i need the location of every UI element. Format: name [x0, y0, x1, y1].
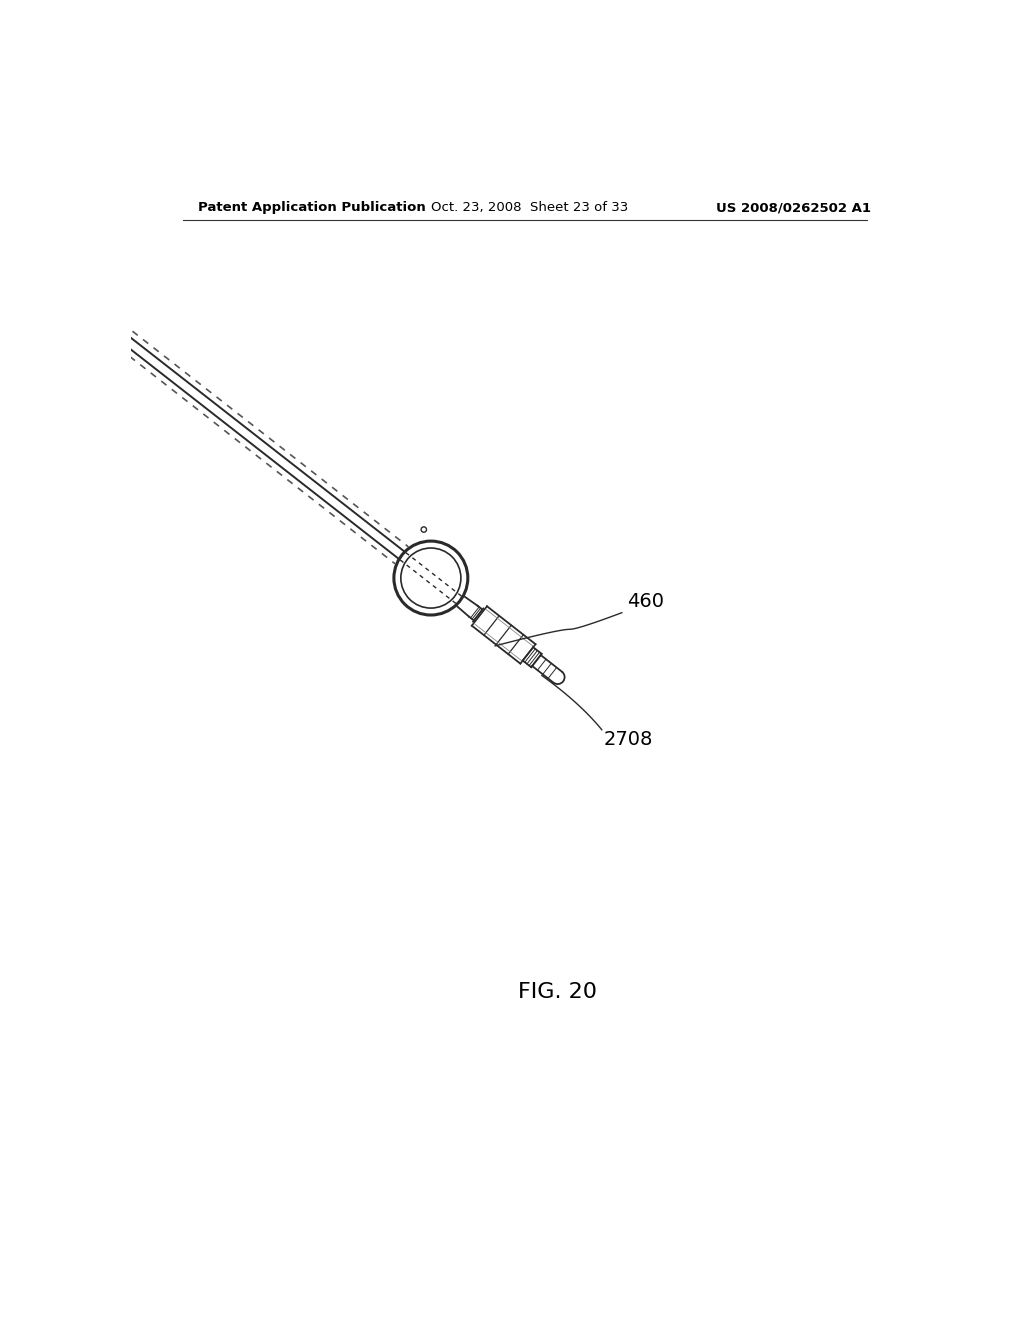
Text: FIG. 20: FIG. 20	[518, 982, 597, 1002]
Text: 460: 460	[628, 591, 665, 611]
Text: Oct. 23, 2008  Sheet 23 of 33: Oct. 23, 2008 Sheet 23 of 33	[431, 201, 628, 214]
Text: 2708: 2708	[604, 730, 653, 750]
Text: Patent Application Publication: Patent Application Publication	[199, 201, 426, 214]
Text: US 2008/0262502 A1: US 2008/0262502 A1	[716, 201, 870, 214]
